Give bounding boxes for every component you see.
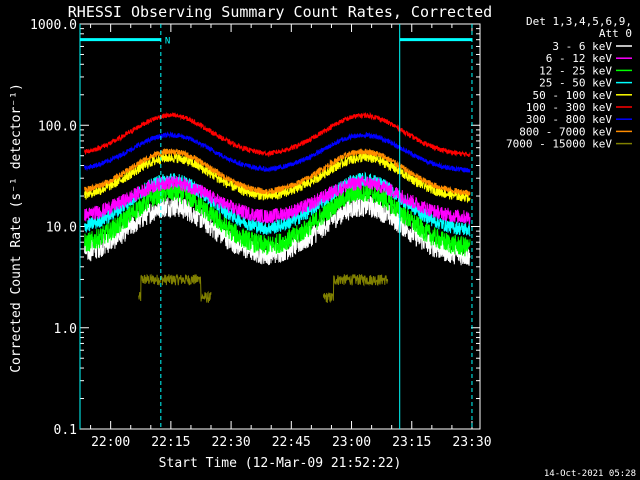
- series-line: [84, 151, 471, 204]
- x-tick-label: 23:15: [392, 435, 431, 450]
- series-line: [84, 181, 471, 257]
- y-axis-label: Corrected Count Rate (s⁻¹ detector⁻¹): [9, 83, 24, 373]
- series-line: [84, 131, 471, 173]
- x-tick-label: 23:00: [332, 435, 371, 450]
- x-tick-label: 22:30: [212, 435, 251, 450]
- y-tick-label: 10.0: [46, 221, 77, 236]
- x-tick-label: 22:45: [272, 435, 311, 450]
- legend-label: 100 - 300 keV: [526, 101, 612, 114]
- legend-label: 12 - 25 keV: [539, 64, 612, 77]
- legend-header: Att 0: [599, 27, 632, 40]
- x-tick-label: 22:15: [151, 435, 190, 450]
- legend-label: 7000 - 15000 keV: [506, 138, 612, 151]
- legend-header: Det 1,3,4,5,6,9,: [526, 15, 632, 28]
- footer-timestamp: 14-Oct-2021 05:28: [544, 469, 636, 479]
- chart-title: RHESSI Observing Summary Count Rates, Co…: [68, 3, 492, 21]
- series-line: [84, 148, 471, 197]
- legend-label: 6 - 12 keV: [546, 52, 613, 65]
- x-tick-label: 22:00: [91, 435, 130, 450]
- series-line: [84, 111, 471, 158]
- legend-label: 800 - 7000 keV: [519, 125, 612, 138]
- series-line: [84, 175, 471, 225]
- legend-label: 300 - 800 keV: [526, 113, 612, 126]
- series-line: [322, 274, 389, 304]
- y-tick-label: 1000.0: [30, 18, 77, 33]
- night-label: N: [165, 37, 170, 47]
- series-line: [138, 273, 212, 303]
- series-line: [84, 194, 471, 266]
- y-tick-label: 0.1: [54, 423, 77, 438]
- plot-area: 0.1 1.0 10.0 100.0 1000.0 22:00 22:15 22:30 22:4…: [30, 18, 492, 450]
- x-tick-label: 23:30: [452, 435, 491, 450]
- legend-label: 25 - 50 keV: [539, 77, 612, 90]
- legend-label: 50 - 100 keV: [533, 89, 613, 102]
- x-axis-label: Start Time (12-Mar-09 21:52:22): [159, 456, 402, 471]
- legend-label: 3 - 6 keV: [552, 40, 612, 53]
- y-tick-label: 1.0: [54, 322, 77, 337]
- y-tick-label: 100.0: [38, 119, 77, 134]
